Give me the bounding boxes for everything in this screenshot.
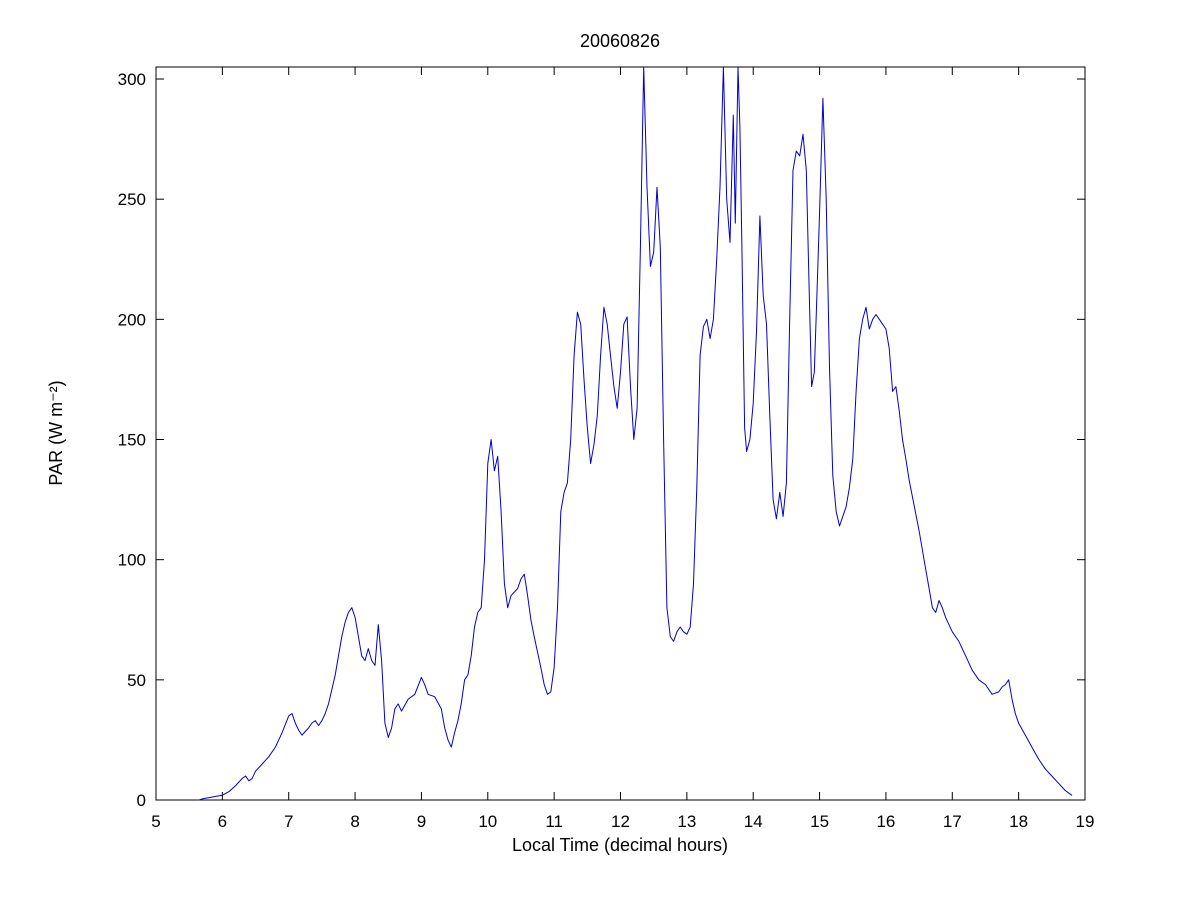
x-tick-label: 11 — [545, 812, 563, 831]
x-tick-label: 18 — [1009, 812, 1028, 831]
x-tick-label: 10 — [478, 812, 497, 831]
x-tick-label: 19 — [1076, 812, 1095, 831]
y-tick-label: 100 — [118, 551, 146, 570]
y-axis-label: PAR (W m⁻²) — [46, 380, 66, 485]
x-tick-label: 7 — [284, 812, 293, 831]
x-tick-label: 5 — [151, 812, 160, 831]
y-tick-label: 0 — [137, 791, 146, 810]
y-tick-label: 50 — [127, 671, 146, 690]
x-tick-label: 16 — [876, 812, 895, 831]
chart-title: 20060826 — [580, 31, 660, 51]
par-data-line — [198, 66, 1073, 801]
plot-area: 5 6 7 8 9 10 11 12 13 14 15 16 17 18 19 0 50 100 150 200 250… — [118, 66, 1095, 831]
x-tick-label: 17 — [943, 812, 962, 831]
y-tick-label: 250 — [118, 190, 146, 209]
plot-box — [155, 66, 1086, 801]
x-tick-label: 8 — [350, 812, 359, 831]
x-tick-label: 6 — [218, 812, 227, 831]
x-tick-label: 14 — [744, 812, 763, 831]
y-tick-label: 300 — [118, 70, 146, 89]
y-tick-label: 200 — [118, 310, 146, 329]
x-tick-label: 12 — [611, 812, 630, 831]
x-tick-label: 13 — [677, 812, 696, 831]
x-tick-label: 15 — [810, 812, 829, 831]
x-axis-label: Local Time (decimal hours) — [512, 835, 728, 855]
y-tick-label: 150 — [118, 431, 146, 450]
x-tick-label: 9 — [417, 812, 426, 831]
